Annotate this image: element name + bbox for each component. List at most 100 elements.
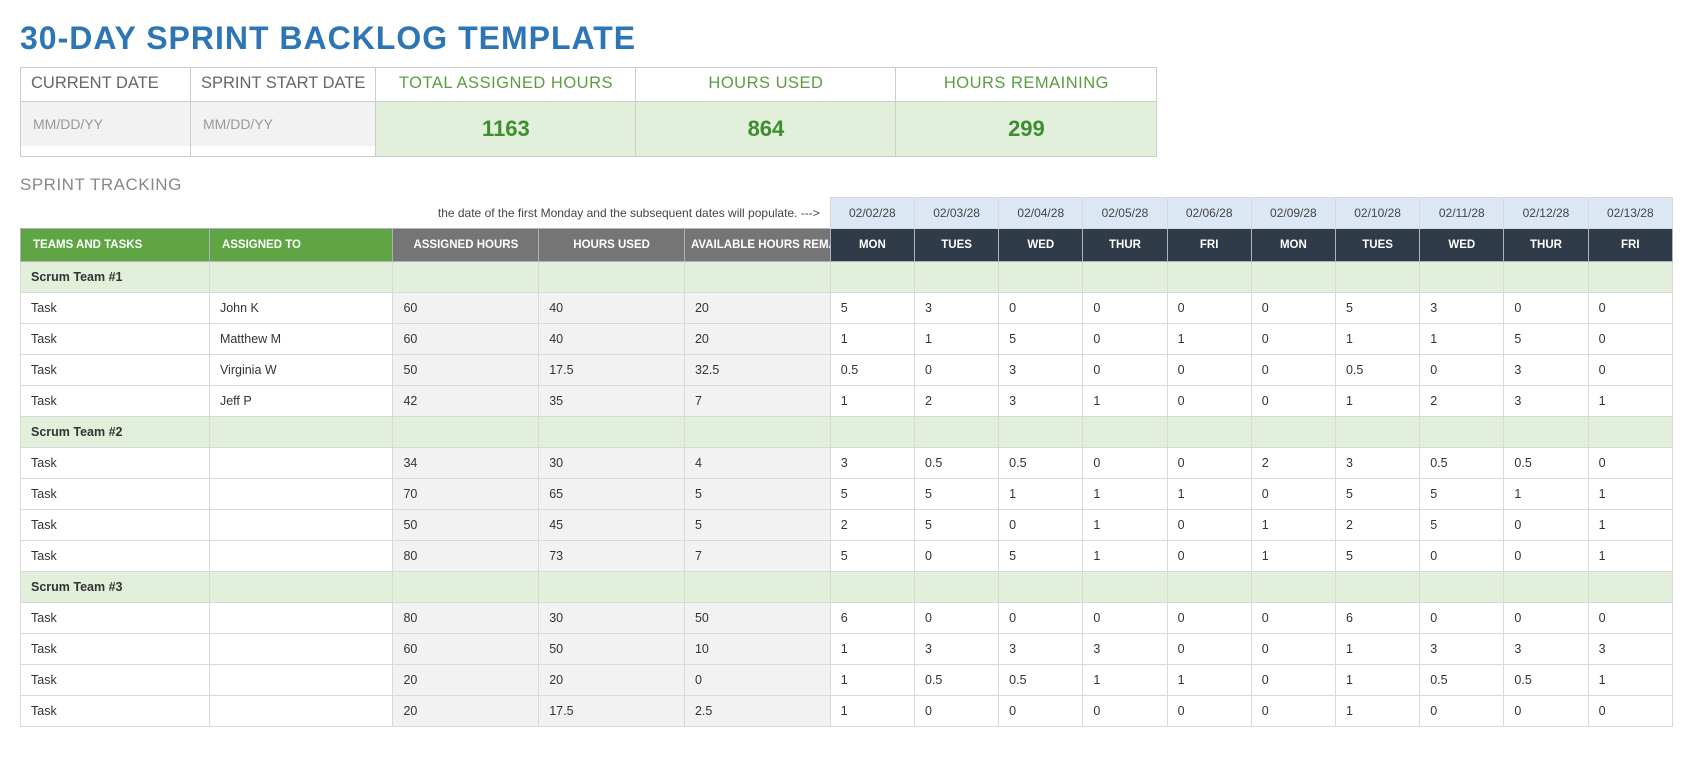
day-cell[interactable]: 1 [830,634,914,665]
date-cell[interactable]: 02/06/28 [1167,198,1251,229]
day-cell[interactable]: 1 [1251,510,1335,541]
hours-used[interactable]: 17.5 [539,696,685,727]
day-cell[interactable]: 3 [1420,293,1504,324]
day-cell[interactable]: 0 [1167,293,1251,324]
day-cell[interactable]: 3 [999,386,1083,417]
task-name[interactable]: Task [21,510,210,541]
day-cell[interactable]: 0 [1167,510,1251,541]
available-hours[interactable]: 20 [684,324,830,355]
assignee[interactable] [209,479,393,510]
day-cell[interactable]: 0.5 [999,665,1083,696]
day-cell[interactable]: 1 [1335,696,1419,727]
day-cell[interactable]: 1 [1083,510,1167,541]
day-cell[interactable]: 3 [1504,634,1588,665]
hours-used[interactable]: 45 [539,510,685,541]
day-cell[interactable]: 5 [830,293,914,324]
hours-used[interactable]: 50 [539,634,685,665]
available-hours[interactable]: 20 [684,293,830,324]
assignee[interactable] [209,603,393,634]
day-cell[interactable]: 0 [1420,603,1504,634]
day-cell[interactable]: 0 [1167,603,1251,634]
task-name[interactable]: Task [21,293,210,324]
day-cell[interactable]: 0.5 [830,355,914,386]
day-cell[interactable]: 0.5 [914,448,998,479]
task-name[interactable]: Task [21,634,210,665]
task-name[interactable]: Task [21,696,210,727]
day-cell[interactable]: 0 [1504,293,1588,324]
day-cell[interactable]: 3 [999,634,1083,665]
date-cell[interactable]: 02/12/28 [1504,198,1588,229]
date-cell[interactable]: 02/09/28 [1251,198,1335,229]
assignee[interactable] [209,696,393,727]
task-name[interactable]: Task [21,448,210,479]
assigned-hours[interactable]: 60 [393,293,539,324]
assigned-hours[interactable]: 70 [393,479,539,510]
day-cell[interactable]: 1 [914,324,998,355]
day-cell[interactable]: 5 [1420,479,1504,510]
assigned-hours[interactable]: 42 [393,386,539,417]
day-cell[interactable]: 5 [1335,541,1419,572]
day-cell[interactable]: 0 [1588,448,1672,479]
assigned-hours[interactable]: 20 [393,696,539,727]
assigned-hours[interactable]: 80 [393,603,539,634]
day-cell[interactable]: 0 [1588,603,1672,634]
day-cell[interactable]: 3 [1504,386,1588,417]
assigned-hours[interactable]: 80 [393,541,539,572]
available-hours[interactable]: 7 [684,541,830,572]
day-cell[interactable]: 5 [830,541,914,572]
day-cell[interactable]: 0 [999,510,1083,541]
day-cell[interactable]: 0 [1504,696,1588,727]
day-cell[interactable]: 5 [1335,479,1419,510]
day-cell[interactable]: 0 [1251,386,1335,417]
available-hours[interactable]: 10 [684,634,830,665]
day-cell[interactable]: 0 [1420,541,1504,572]
assignee[interactable]: Matthew M [209,324,393,355]
day-cell[interactable]: 1 [999,479,1083,510]
available-hours[interactable]: 7 [684,386,830,417]
day-cell[interactable]: 3 [1083,634,1167,665]
hours-used[interactable]: 17.5 [539,355,685,386]
hours-used[interactable]: 40 [539,293,685,324]
assignee[interactable] [209,665,393,696]
hours-used[interactable]: 40 [539,324,685,355]
day-cell[interactable]: 0 [914,696,998,727]
day-cell[interactable]: 0 [1588,355,1672,386]
day-cell[interactable]: 0 [1083,603,1167,634]
available-hours[interactable]: 4 [684,448,830,479]
assignee[interactable] [209,448,393,479]
task-name[interactable]: Task [21,479,210,510]
day-cell[interactable]: 0 [1083,293,1167,324]
assignee[interactable] [209,541,393,572]
assignee[interactable]: John K [209,293,393,324]
day-cell[interactable]: 5 [914,479,998,510]
day-cell[interactable]: 0 [1167,634,1251,665]
day-cell[interactable]: 2 [1251,448,1335,479]
day-cell[interactable]: 5 [999,541,1083,572]
task-name[interactable]: Task [21,386,210,417]
day-cell[interactable]: 1 [1167,324,1251,355]
day-cell[interactable]: 1 [1083,541,1167,572]
day-cell[interactable]: 1 [1335,634,1419,665]
day-cell[interactable]: 1 [830,696,914,727]
day-cell[interactable]: 2 [1335,510,1419,541]
day-cell[interactable]: 1 [1420,324,1504,355]
day-cell[interactable]: 0 [999,696,1083,727]
day-cell[interactable]: 5 [914,510,998,541]
day-cell[interactable]: 0 [1167,355,1251,386]
day-cell[interactable]: 1 [1083,665,1167,696]
task-name[interactable]: Task [21,355,210,386]
hours-used[interactable]: 73 [539,541,685,572]
day-cell[interactable]: 1 [1167,665,1251,696]
day-cell[interactable]: 5 [1420,510,1504,541]
day-cell[interactable]: 0 [1251,634,1335,665]
day-cell[interactable]: 1 [1588,386,1672,417]
hours-used[interactable]: 20 [539,665,685,696]
hours-used[interactable]: 30 [539,603,685,634]
day-cell[interactable]: 3 [1420,634,1504,665]
day-cell[interactable]: 0 [914,603,998,634]
day-cell[interactable]: 1 [830,386,914,417]
available-hours[interactable]: 32.5 [684,355,830,386]
assigned-hours[interactable]: 34 [393,448,539,479]
day-cell[interactable]: 0 [914,541,998,572]
day-cell[interactable]: 0 [1083,696,1167,727]
